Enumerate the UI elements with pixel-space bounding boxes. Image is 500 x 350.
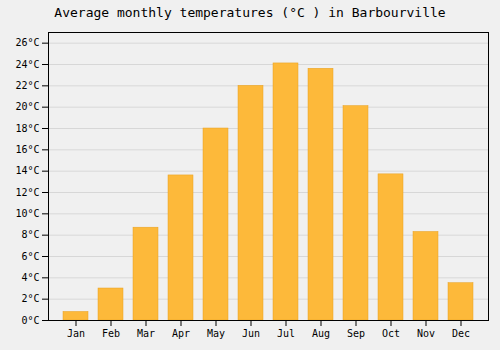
svg-text:May: May	[207, 328, 225, 339]
svg-text:Sep: Sep	[347, 328, 365, 339]
svg-text:10°C: 10°C	[15, 208, 39, 219]
html-text:Average monthly temperatures (: Average monthly temperatures (°C ) in Ba…	[54, 5, 446, 20]
svg-text:Jun: Jun	[242, 328, 260, 339]
svg-text:8°C: 8°C	[21, 229, 39, 240]
svg-text:Apr: Apr	[172, 328, 190, 339]
svg-text:20°C: 20°C	[15, 101, 39, 112]
svg-text:Aug: Aug	[312, 328, 330, 339]
svg-text:16°C: 16°C	[15, 144, 39, 155]
svg-text:26°C: 26°C	[15, 37, 39, 48]
svg-text:Dec: Dec	[452, 328, 470, 339]
svg-text:14°C: 14°C	[15, 165, 39, 176]
svg-text:Oct: Oct	[382, 328, 400, 339]
svg-text:Nov: Nov	[417, 328, 435, 339]
svg-text:Feb: Feb	[102, 328, 120, 339]
svg-text:2°C: 2°C	[21, 293, 39, 304]
svg-text:0°C: 0°C	[21, 315, 39, 326]
svg-text:18°C: 18°C	[15, 123, 39, 134]
svg-text:4°C: 4°C	[21, 272, 39, 283]
svg-text:Mar: Mar	[137, 328, 155, 339]
svg-text:Jan: Jan	[67, 328, 85, 339]
svg-text:24°C: 24°C	[15, 59, 39, 70]
svg-text:22°C: 22°C	[15, 80, 39, 91]
svg-text:6°C: 6°C	[21, 251, 39, 262]
svg-text:Jul: Jul	[277, 328, 295, 339]
svg-text:12°C: 12°C	[15, 187, 39, 198]
